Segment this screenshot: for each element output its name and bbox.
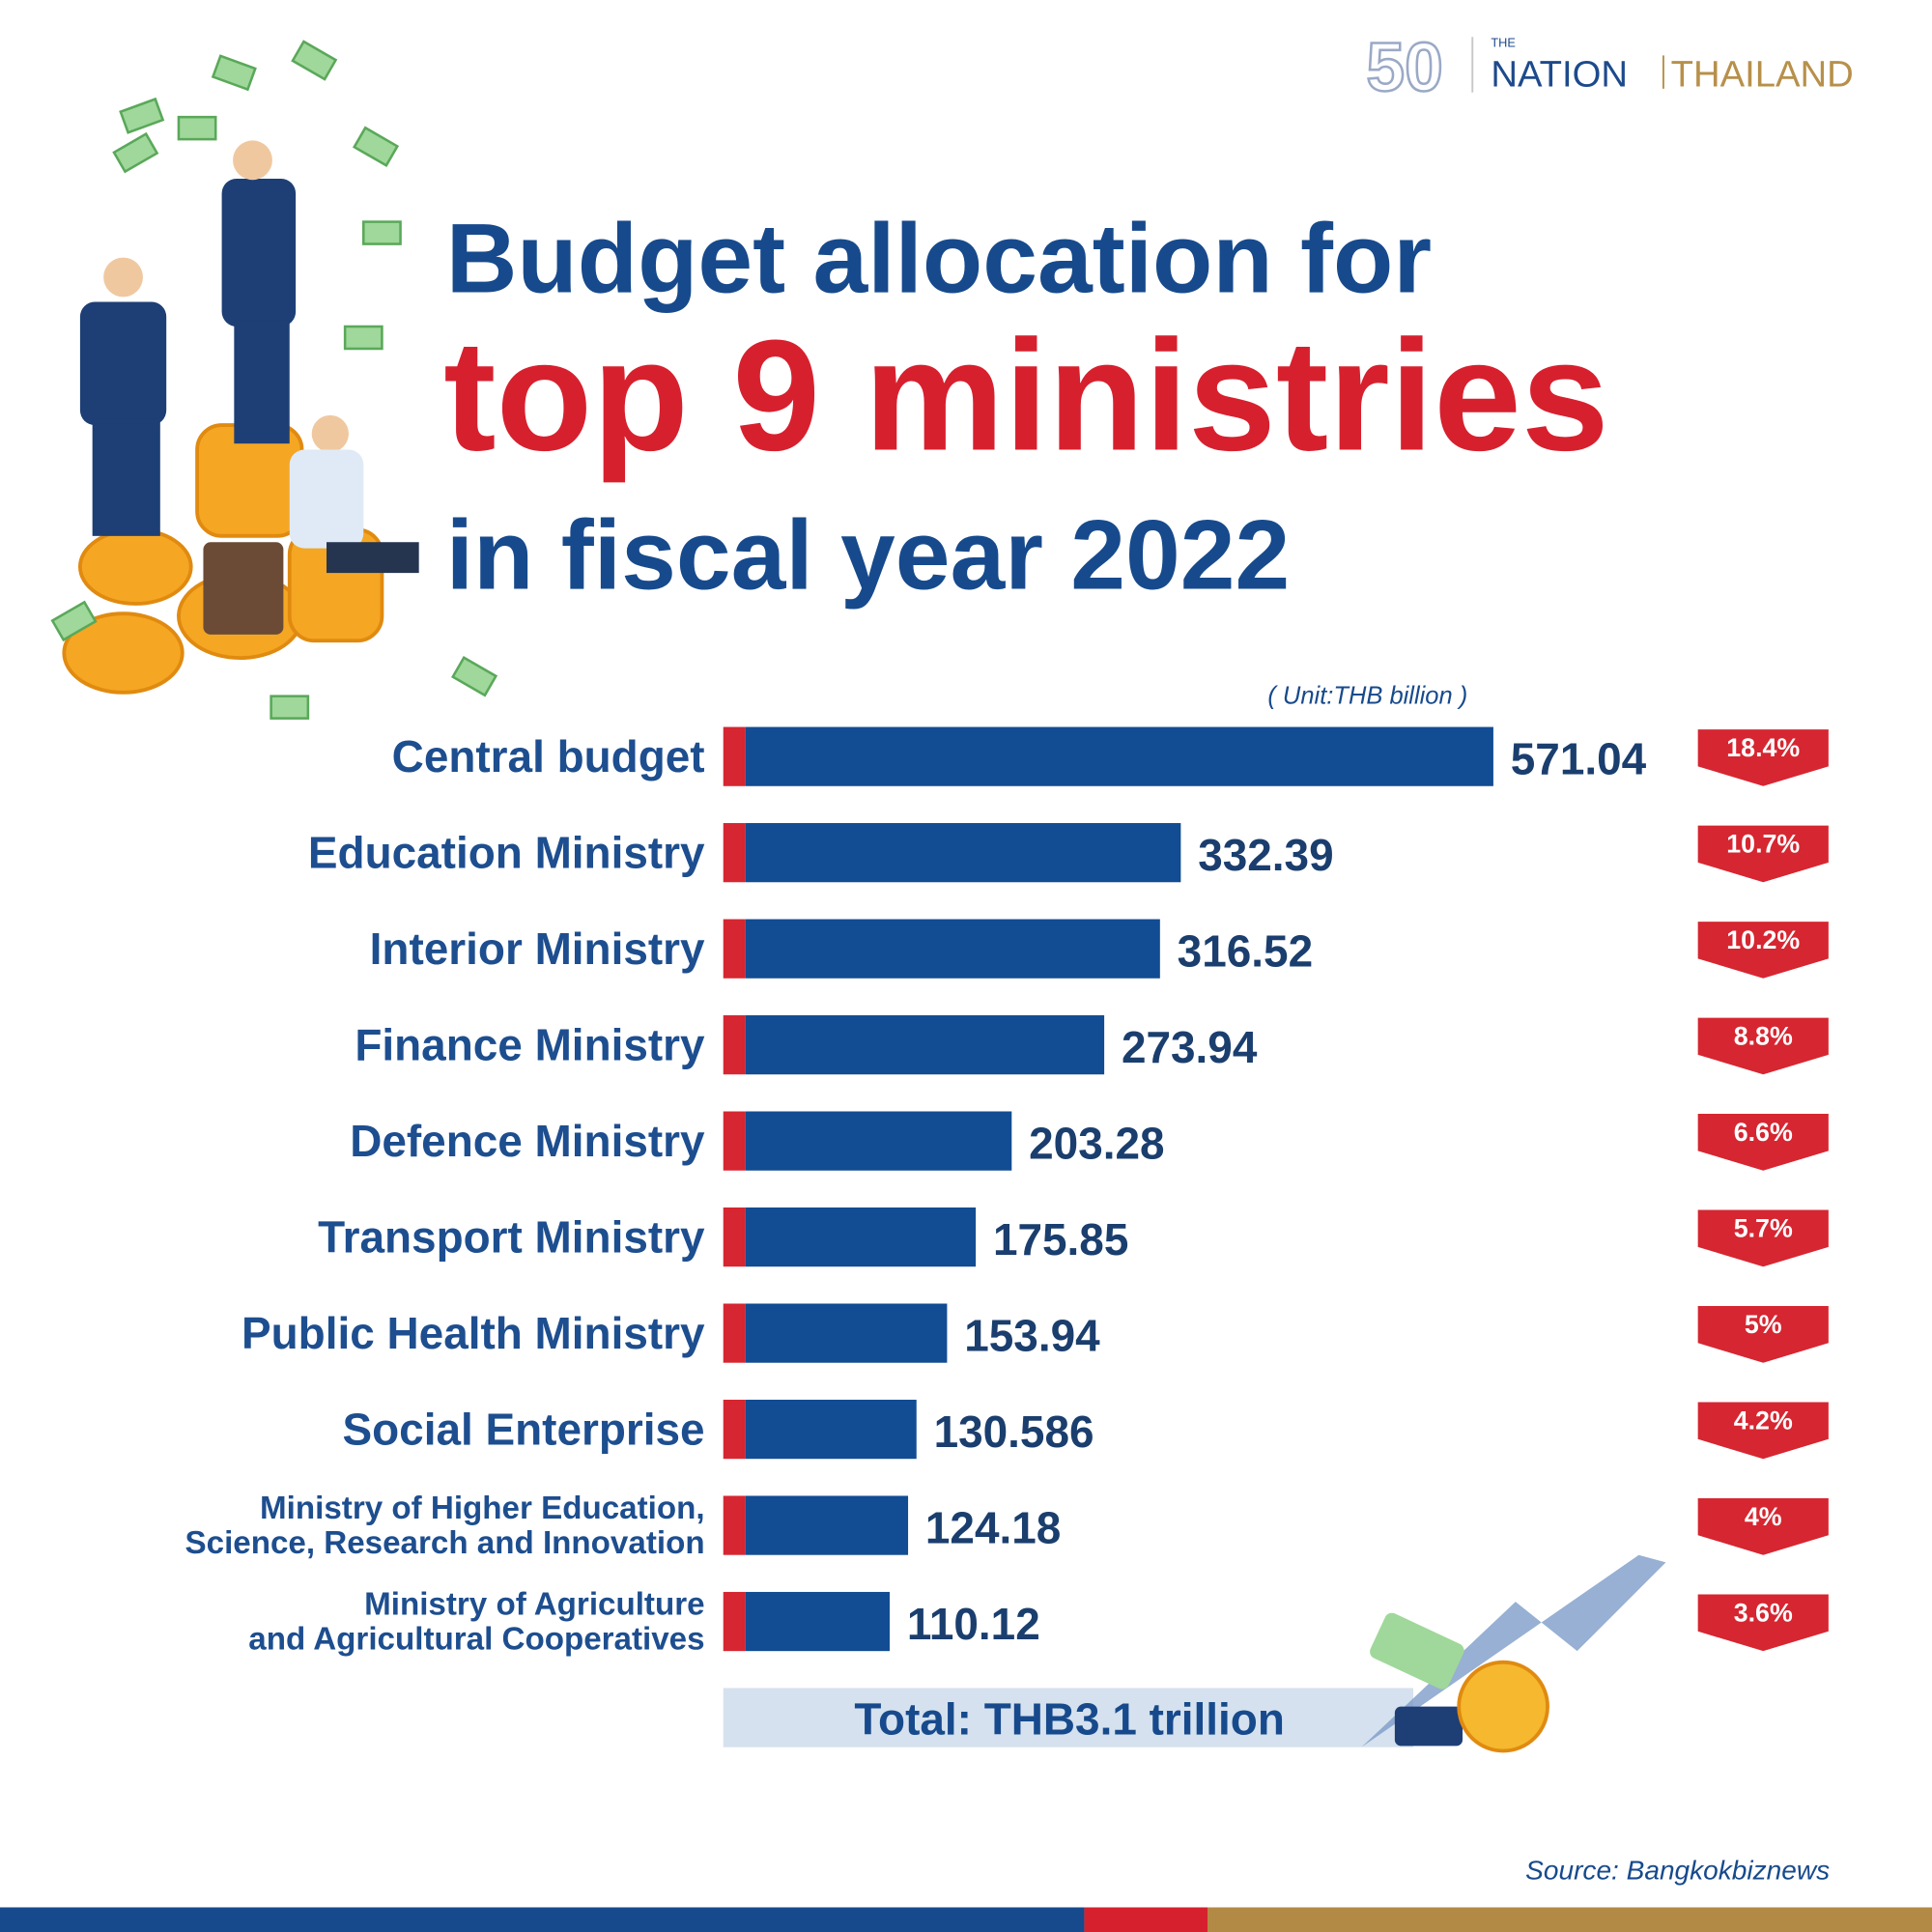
value-label: 110.12: [907, 1599, 1040, 1649]
coin-icon: [1457, 1660, 1549, 1753]
bar: [745, 1303, 948, 1363]
title-line: Budget allocation for: [446, 203, 1432, 313]
bar: [745, 1208, 977, 1267]
share-label: 8.8%: [1734, 1022, 1793, 1051]
bar: [745, 823, 1181, 883]
bar-accent: [723, 1591, 746, 1652]
share-label: 10.2%: [1726, 925, 1800, 954]
illustration: [50, 40, 498, 720]
category-label: Interior Ministry: [370, 923, 705, 974]
bar-accent: [723, 1015, 746, 1075]
footer-stripe: [1208, 1907, 1932, 1932]
footer-stripe: [1084, 1907, 1208, 1932]
bar-accent: [723, 1111, 746, 1171]
share-badge: [1697, 1402, 1829, 1460]
category-label: Ministry of Agriculture and Agricultural …: [248, 1586, 704, 1657]
bar: [745, 919, 1160, 979]
bar-accent: [723, 1495, 746, 1555]
share-badge: [1697, 1209, 1829, 1267]
logo-anniversary: 50: [1366, 29, 1442, 106]
value-label: 203.28: [1029, 1119, 1164, 1169]
category-label: Ministry of Higher Education, Science, Re…: [185, 1491, 705, 1561]
value-label: 316.52: [1178, 926, 1313, 977]
source-label: Source: Bangkokbiznews: [1525, 1856, 1830, 1886]
share-badge: [1697, 1306, 1829, 1363]
value-label: 273.94: [1122, 1022, 1258, 1072]
value-label: 332.39: [1198, 830, 1333, 880]
value-label: 124.18: [925, 1503, 1061, 1553]
share-badge: [1697, 825, 1829, 883]
share-badge: [1697, 1017, 1829, 1075]
value-label: 571.04: [1511, 734, 1647, 784]
logo-the: THE: [1491, 35, 1516, 49]
unit-label: ( Unit:THB billion ): [1267, 683, 1467, 710]
share-label: 6.6%: [1734, 1118, 1793, 1147]
bar-accent: [723, 919, 746, 979]
footer-stripe: [0, 1907, 1085, 1932]
value-label: 130.586: [934, 1406, 1094, 1457]
logo-nation: NATION: [1491, 53, 1628, 95]
share-label: 10.7%: [1726, 830, 1800, 859]
bar: [745, 726, 1493, 786]
share-label: 4.2%: [1734, 1406, 1793, 1435]
share-badge: [1697, 729, 1829, 786]
seated-figure: [289, 449, 364, 549]
money-icon: [1370, 1612, 1464, 1690]
share-badge: [1697, 1114, 1829, 1171]
category-label: Social Enterprise: [343, 1405, 705, 1455]
category-label: Defence Ministry: [350, 1116, 705, 1166]
share-label: 5%: [1745, 1310, 1782, 1339]
bar: [745, 1495, 909, 1555]
bar: [745, 1591, 890, 1652]
category-label: Central budget: [392, 731, 705, 781]
share-label: 3.6%: [1734, 1599, 1793, 1628]
value-label: 153.94: [964, 1311, 1100, 1361]
share-badge: [1697, 1594, 1829, 1652]
share-label: 5.7%: [1734, 1214, 1793, 1243]
category-label: Public Health Ministry: [242, 1308, 705, 1358]
bar-accent: [723, 1303, 746, 1363]
title-line: top 9 ministries: [443, 307, 1609, 484]
logo-thailand: THAILAND: [1671, 53, 1854, 95]
total-band: [723, 1688, 1414, 1747]
briefcase-icon: [1394, 1706, 1463, 1747]
bar-accent: [723, 823, 746, 883]
share-badge: [1697, 1498, 1829, 1555]
bar: [745, 1111, 1012, 1171]
category-label: Education Ministry: [308, 828, 705, 878]
share-badge: [1697, 922, 1829, 979]
bar-accent: [723, 1399, 746, 1460]
title-line: in fiscal year 2022: [446, 500, 1291, 611]
value-label: 175.85: [993, 1214, 1128, 1264]
share-label: 18.4%: [1726, 733, 1800, 762]
category-label: Finance Ministry: [355, 1020, 705, 1070]
bar-accent: [723, 726, 746, 786]
total-label: Total: THB3.1 trillion: [854, 1693, 1284, 1744]
trend-arrow: [1361, 1554, 1666, 1747]
bar: [745, 1399, 917, 1460]
bar-accent: [723, 1208, 746, 1267]
bar: [745, 1015, 1105, 1075]
category-label: Transport Ministry: [318, 1212, 705, 1263]
share-label: 4%: [1745, 1502, 1782, 1531]
